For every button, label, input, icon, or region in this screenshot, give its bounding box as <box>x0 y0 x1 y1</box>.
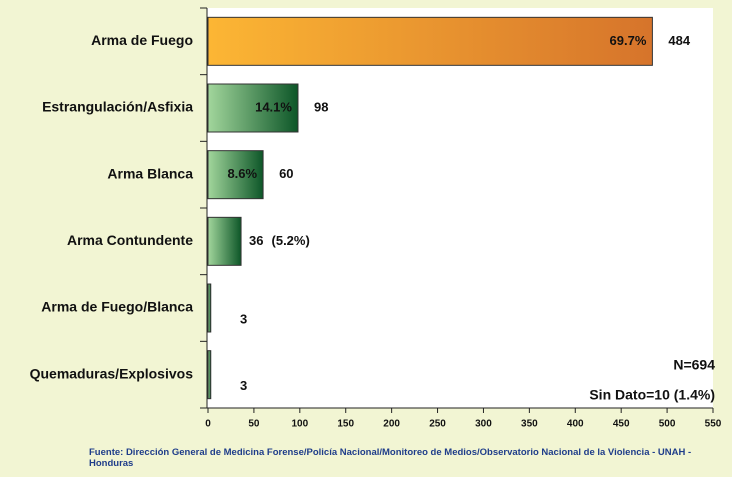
percentage-label: 14.1% <box>255 99 292 114</box>
value-label: 98 <box>314 99 328 114</box>
bar <box>207 150 264 200</box>
bar <box>207 350 212 400</box>
x-tick-label: 0 <box>205 419 211 430</box>
x-tick-label: 350 <box>521 419 538 430</box>
value-label: 3 <box>240 378 247 393</box>
category-label: Estrangulación/Asfixia <box>42 99 193 115</box>
category-label: Arma de Fuego <box>91 32 193 48</box>
category-label: Arma de Fuego/Blanca <box>41 299 193 315</box>
chart: N=694 Sin Dato=10 (1.4%) 0 50 100 150 200 250… <box>30 7 722 430</box>
percentage-label: (5.2%) <box>272 233 310 248</box>
x-tick-label: 400 <box>567 419 584 430</box>
x-tick-label: 500 <box>659 419 676 430</box>
annotation: N=694 <box>673 357 715 373</box>
value-label: 36 <box>249 233 263 248</box>
x-tick-label: 150 <box>337 419 354 430</box>
bar <box>207 83 299 133</box>
value-label: 3 <box>240 311 247 326</box>
value-label: 484 <box>668 33 690 48</box>
plot-area <box>207 8 713 408</box>
x-tick-label: 200 <box>383 419 400 430</box>
x-tick-label: 50 <box>248 419 260 430</box>
source-note: Fuente: Dirección General de Medicina Fo… <box>89 447 692 469</box>
bar <box>207 16 653 66</box>
x-tick-label: 100 <box>291 419 308 430</box>
category-label: Quemaduras/Explosivos <box>30 365 194 381</box>
x-tick-label: 250 <box>429 419 446 430</box>
x-tick-label: 450 <box>613 419 630 430</box>
x-tick-label: 300 <box>475 419 492 430</box>
value-label: 60 <box>279 166 293 181</box>
percentage-label: 69.7% <box>610 33 647 48</box>
category-label: Arma Contundente <box>67 232 193 248</box>
annotation: Sin Dato=10 (1.4%) <box>589 387 715 403</box>
x-tick-label: 550 <box>705 419 722 430</box>
category-label: Arma Blanca <box>107 165 193 181</box>
bar <box>207 216 242 266</box>
percentage-label: 8.6% <box>227 166 257 181</box>
bar <box>207 283 212 333</box>
